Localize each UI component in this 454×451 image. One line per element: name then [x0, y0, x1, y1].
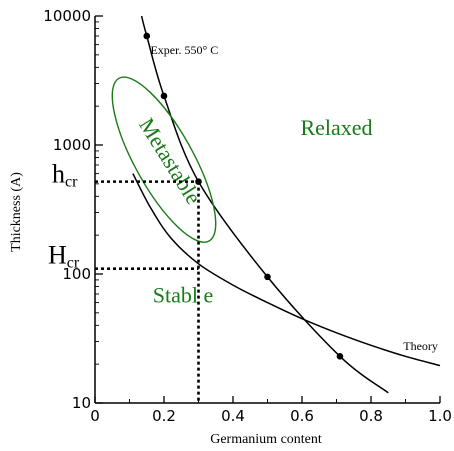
x-axis-title: Germanium content [210, 432, 322, 447]
y-tick-label: 10 [72, 394, 91, 412]
y-axis-title: Thickness (A) [9, 172, 24, 252]
plot-area: 0 0.2 0.4 0.6 0.8 1.0 10 100 1000 10000 Exper. 550… [43, 7, 452, 425]
region-label-relaxed: Relaxed [300, 115, 372, 140]
data-point [336, 353, 344, 360]
experiment-series-label: Exper. 550° C [150, 43, 218, 57]
x-tick-label: 1.0 [428, 407, 452, 425]
x-tick-label: 0 [90, 407, 100, 425]
x-tick-label: 0.2 [152, 407, 176, 425]
data-point [143, 32, 151, 40]
metastable-ellipse [111, 76, 217, 243]
y-tick-label: 1000 [53, 136, 91, 154]
critical-label-H: Hcr [48, 241, 80, 272]
region-label-stable: Stabl e [153, 283, 214, 308]
theory-series-label: Theory [403, 339, 438, 353]
x-tick-label: 0.8 [359, 407, 383, 425]
data-point [160, 92, 168, 100]
data-point [264, 273, 271, 281]
experiment-curve [140, 16, 389, 394]
x-tick-label: 0.6 [290, 407, 314, 425]
region-label-metastable: Metastable [134, 113, 206, 208]
theory-curve [132, 173, 441, 367]
x-tick-label: 0.4 [221, 407, 245, 425]
critical-label-h: hcr [52, 160, 78, 191]
y-tick-label: 10000 [43, 7, 91, 25]
y-tick-label: 100 [62, 265, 91, 283]
